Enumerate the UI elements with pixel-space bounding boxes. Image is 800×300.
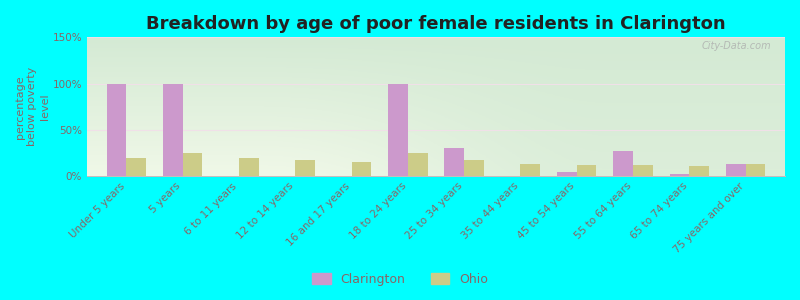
Bar <box>464 160 484 176</box>
Bar <box>295 160 315 176</box>
Bar <box>577 165 597 176</box>
Y-axis label: percentage
below poverty
level: percentage below poverty level <box>15 67 50 146</box>
Bar <box>126 158 146 176</box>
Bar <box>670 174 690 176</box>
Bar <box>633 165 653 176</box>
Bar <box>352 162 371 176</box>
Bar <box>182 153 202 176</box>
Text: City-Data.com: City-Data.com <box>702 41 771 52</box>
Bar <box>388 84 408 176</box>
Bar <box>746 164 766 176</box>
Bar <box>445 148 464 176</box>
Bar <box>557 172 577 176</box>
Legend: Clarington, Ohio: Clarington, Ohio <box>307 268 493 291</box>
Title: Breakdown by age of poor female residents in Clarington: Breakdown by age of poor female resident… <box>146 15 726 33</box>
Bar <box>690 166 709 176</box>
Bar <box>521 164 540 176</box>
Bar <box>163 84 182 176</box>
Bar <box>726 164 746 176</box>
Bar <box>106 84 126 176</box>
Bar <box>408 153 427 176</box>
Bar <box>614 151 633 176</box>
Bar <box>239 158 258 176</box>
